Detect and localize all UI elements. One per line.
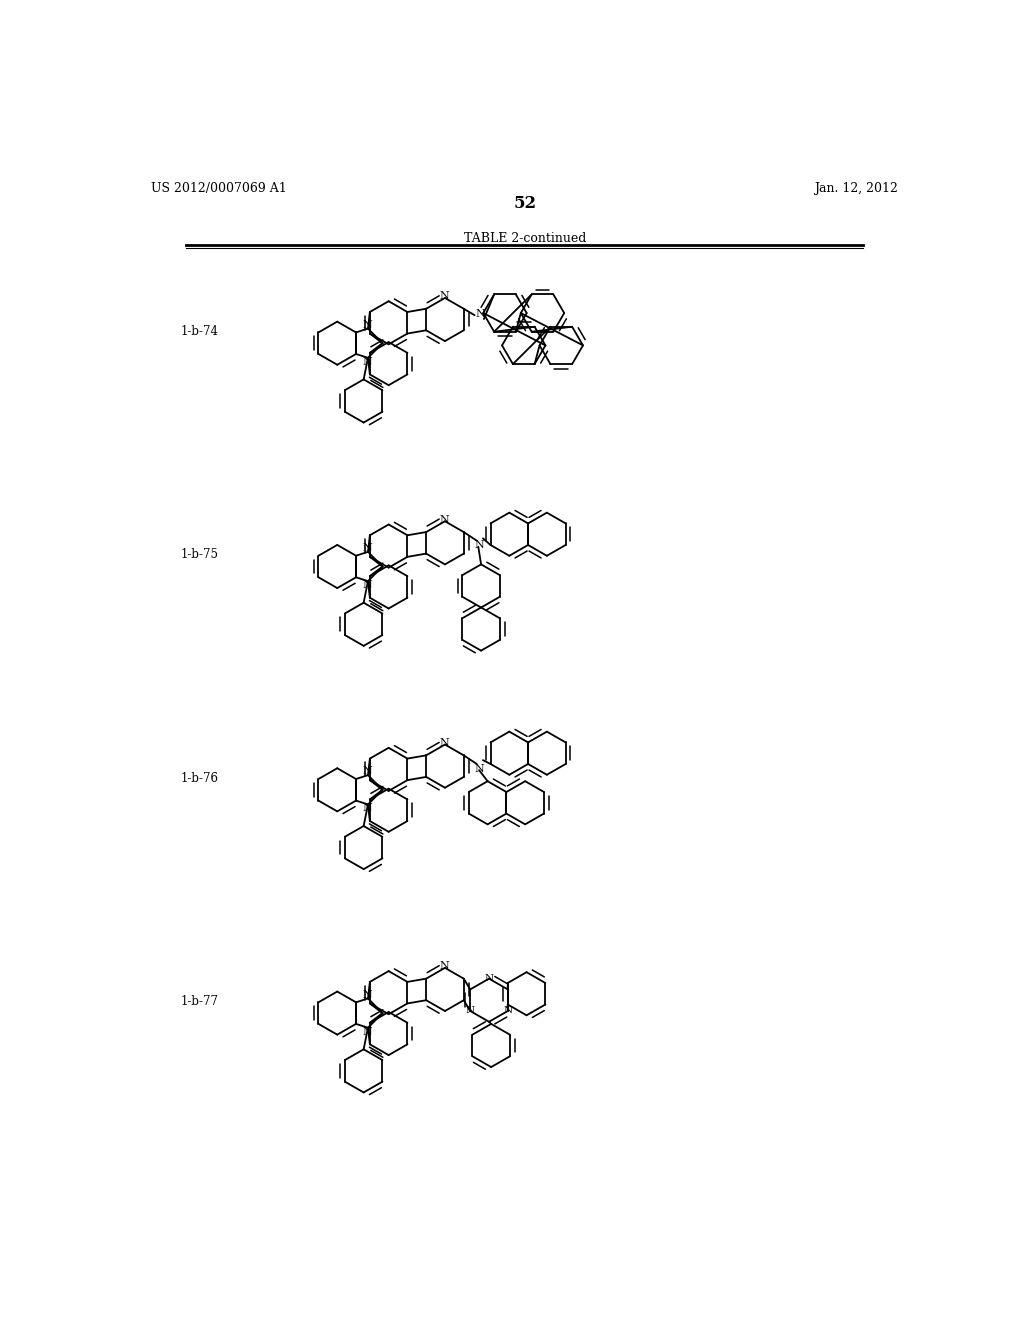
Text: N: N bbox=[474, 763, 484, 774]
Text: N: N bbox=[466, 1006, 475, 1015]
Text: 52: 52 bbox=[513, 195, 537, 213]
Text: 1-b-77: 1-b-77 bbox=[180, 995, 219, 1008]
Text: N: N bbox=[362, 767, 372, 776]
Text: N: N bbox=[362, 1027, 372, 1036]
Text: N: N bbox=[439, 292, 450, 301]
Text: TABLE 2-continued: TABLE 2-continued bbox=[464, 231, 586, 244]
Text: N: N bbox=[439, 738, 450, 748]
Text: N: N bbox=[474, 540, 484, 550]
Text: N: N bbox=[362, 804, 372, 813]
Text: 1-b-74: 1-b-74 bbox=[180, 325, 219, 338]
Text: 1-b-76: 1-b-76 bbox=[180, 772, 219, 785]
Text: N: N bbox=[439, 961, 450, 972]
Text: N: N bbox=[503, 1006, 512, 1015]
Text: N: N bbox=[475, 309, 485, 318]
Text: N: N bbox=[362, 543, 372, 553]
Text: N: N bbox=[362, 990, 372, 999]
Text: US 2012/0007069 A1: US 2012/0007069 A1 bbox=[152, 182, 287, 194]
Text: Jan. 12, 2012: Jan. 12, 2012 bbox=[814, 182, 898, 194]
Text: N: N bbox=[362, 356, 372, 367]
Text: N: N bbox=[362, 579, 372, 590]
Text: N: N bbox=[484, 974, 494, 983]
Text: N: N bbox=[439, 515, 450, 525]
Text: 1-b-75: 1-b-75 bbox=[180, 548, 219, 561]
Text: N: N bbox=[362, 319, 372, 330]
